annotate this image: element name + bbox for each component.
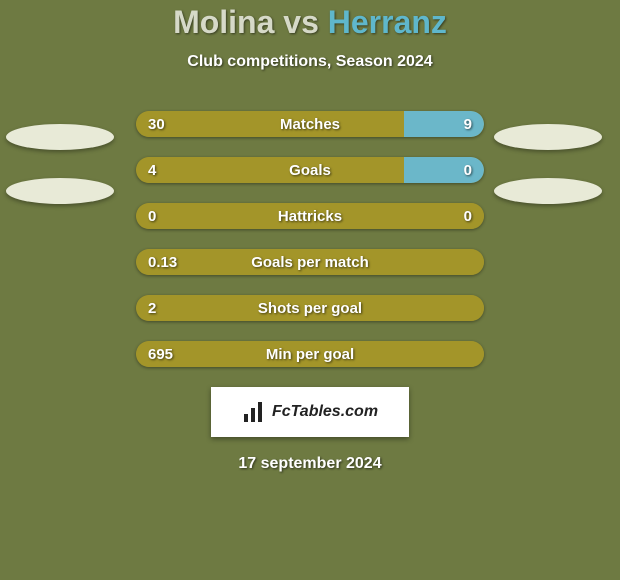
bar-label: Matches: [136, 111, 484, 137]
page-title: Molina vs Herranz: [0, 4, 620, 41]
bar-label: Goals: [136, 157, 484, 183]
stat-row: 309Matches: [136, 111, 484, 137]
avatar-placeholder: [6, 124, 114, 150]
bar-label: Hattricks: [136, 203, 484, 229]
avatar-placeholder: [494, 178, 602, 204]
subtitle: Club competitions, Season 2024: [0, 53, 620, 71]
logo-box: FcTables.com: [211, 387, 409, 437]
bar-chart-icon: [242, 400, 266, 424]
bar-label: Shots per goal: [136, 295, 484, 321]
avatar-placeholder: [6, 178, 114, 204]
stat-row: 00Hattricks: [136, 203, 484, 229]
stat-row: 2Shots per goal: [136, 295, 484, 321]
bar-label: Min per goal: [136, 341, 484, 367]
comparison-card: Molina vs Herranz Club competitions, Sea…: [0, 0, 620, 580]
player1-name: Molina: [173, 4, 274, 40]
bar-label: Goals per match: [136, 249, 484, 275]
stat-row: 695Min per goal: [136, 341, 484, 367]
vs-text: vs: [283, 4, 319, 40]
avatar-placeholder: [494, 124, 602, 150]
date-text: 17 september 2024: [0, 455, 620, 473]
player2-name: Herranz: [328, 4, 447, 40]
logo-text: FcTables.com: [272, 403, 378, 421]
stat-bars: 309Matches 40Goals 00Hattricks 0.13Goals pe…: [136, 111, 484, 367]
stat-row: 40Goals: [136, 157, 484, 183]
stat-row: 0.13Goals per match: [136, 249, 484, 275]
